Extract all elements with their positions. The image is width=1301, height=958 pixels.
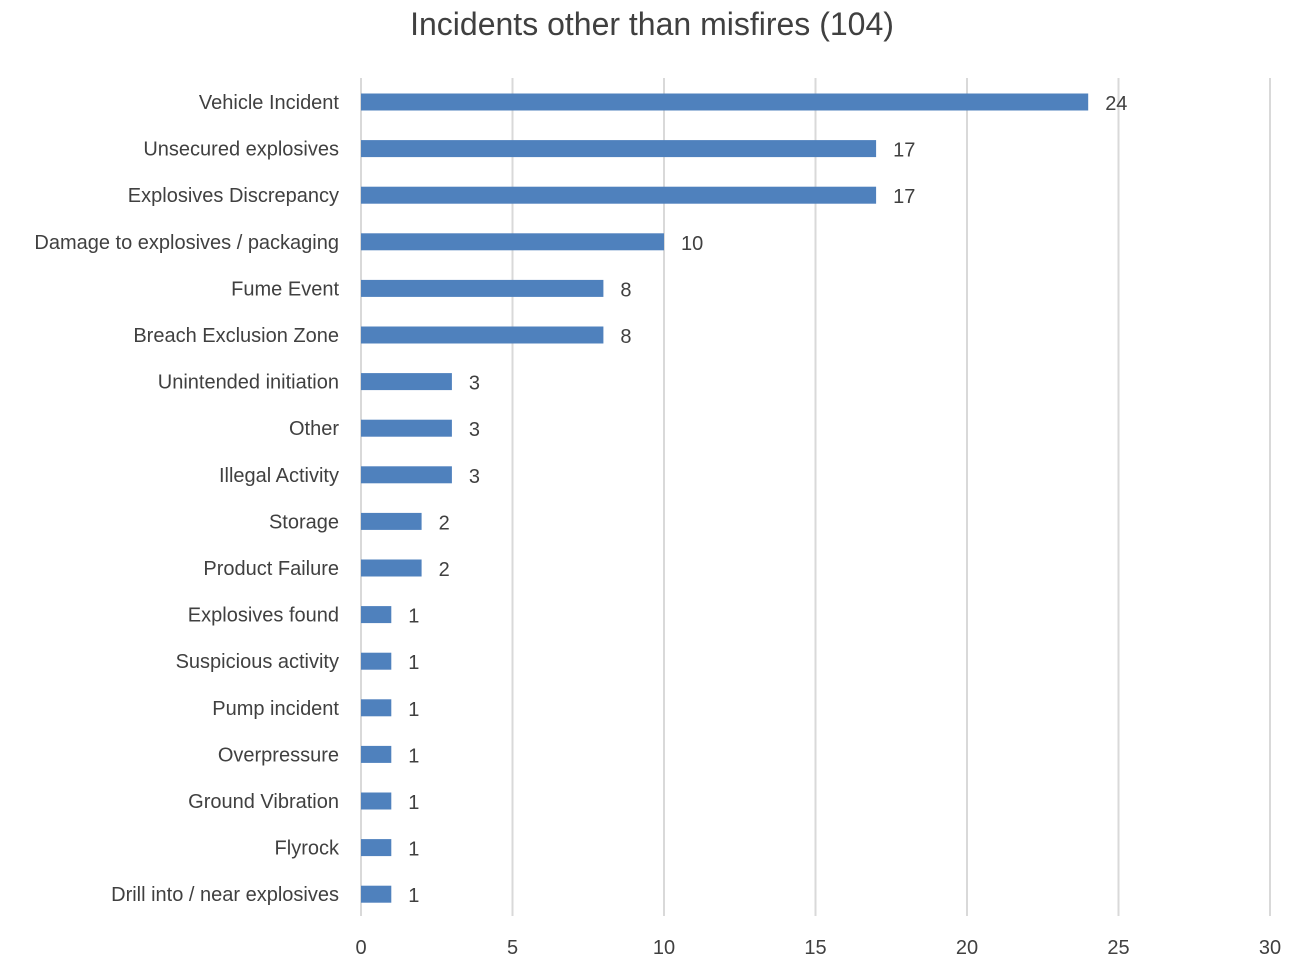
x-tick-label: 10: [653, 937, 675, 958]
category-label: Fume Event: [231, 278, 339, 300]
category-label: Ground Vibration: [188, 791, 339, 813]
chart-title: Incidents other than misfires (104): [410, 6, 894, 42]
data-label: 3: [469, 466, 480, 488]
category-label: Flyrock: [275, 838, 340, 860]
bar: [361, 466, 452, 484]
data-label: 8: [620, 279, 631, 301]
data-label: 1: [408, 745, 419, 767]
data-label: 17: [893, 186, 915, 208]
category-label: Explosives Discrepancy: [128, 185, 339, 207]
category-label: Overpressure: [218, 744, 339, 766]
data-label: 17: [893, 140, 915, 162]
data-label: 3: [469, 373, 480, 395]
bars: [361, 93, 1089, 903]
bar: [361, 699, 392, 717]
data-label: 10: [681, 233, 703, 255]
x-tick-label: 30: [1259, 937, 1281, 958]
bar: [361, 326, 604, 344]
x-axis-tick-labels: 0 5 10 15 20 25 30: [355, 937, 1281, 958]
bar: [361, 792, 392, 810]
category-label: Explosives found: [188, 605, 339, 627]
category-label: Product Failure: [203, 558, 339, 580]
category-label: Damage to explosives / packaging: [34, 232, 339, 254]
category-label: Vehicle Incident: [199, 92, 340, 114]
gridlines: [360, 78, 1271, 916]
bar: [361, 186, 877, 204]
data-label: 2: [439, 512, 450, 534]
bar: [361, 233, 664, 251]
category-labels: Vehicle Incident Unsecured explosives Expl…: [34, 92, 340, 906]
data-label: 1: [408, 839, 419, 861]
category-label: Unsecured explosives: [143, 139, 339, 161]
data-label: 1: [408, 885, 419, 907]
x-tick-label: 25: [1107, 937, 1129, 958]
category-label: Breach Exclusion Zone: [133, 325, 339, 347]
category-label: Pump incident: [212, 698, 339, 720]
data-label: 1: [408, 652, 419, 674]
bar: [361, 93, 1089, 111]
x-tick-label: 15: [804, 937, 826, 958]
bar: [361, 419, 452, 437]
category-label: Other: [289, 418, 339, 440]
bar: [361, 140, 877, 158]
data-label: 3: [469, 419, 480, 441]
category-label: Drill into / near explosives: [111, 884, 339, 906]
data-label: 24: [1105, 93, 1127, 115]
x-tick-label: 20: [956, 937, 978, 958]
bar: [361, 512, 422, 530]
bar: [361, 373, 452, 391]
data-label: 1: [408, 699, 419, 721]
category-label: Suspicious activity: [176, 651, 339, 673]
bar: [361, 279, 604, 297]
data-label: 1: [408, 606, 419, 628]
x-tick-label: 0: [355, 937, 366, 958]
data-labels: 24 17 17 10 8 8 3 3 3 2 2 1 1 1 1 1 1 1: [408, 93, 1127, 907]
x-tick-label: 5: [507, 937, 518, 958]
data-label: 1: [408, 792, 419, 814]
bar: [361, 745, 392, 763]
category-label: Illegal Activity: [219, 465, 339, 487]
bar: [361, 559, 422, 577]
data-label: 8: [620, 326, 631, 348]
bar: [361, 606, 392, 624]
bar: [361, 839, 392, 857]
data-label: 2: [439, 559, 450, 581]
category-label: Storage: [269, 511, 339, 533]
bar: [361, 885, 392, 903]
category-label: Unintended initiation: [158, 372, 339, 394]
bar: [361, 652, 392, 670]
